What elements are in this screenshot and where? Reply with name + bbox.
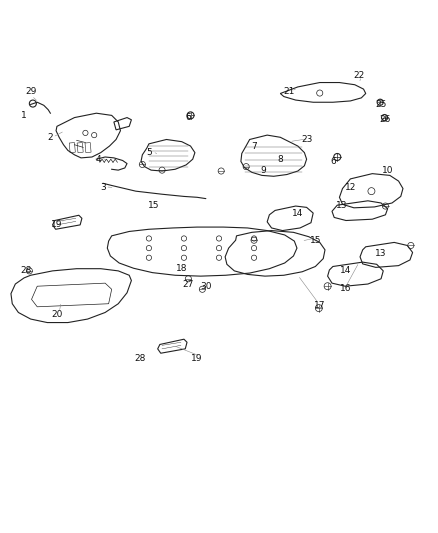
Text: 27: 27 (183, 279, 194, 288)
Text: 4: 4 (96, 155, 101, 164)
Text: 23: 23 (301, 135, 312, 144)
Text: 6: 6 (330, 157, 336, 166)
Text: 20: 20 (51, 310, 63, 319)
Text: 10: 10 (382, 166, 393, 175)
Text: 9: 9 (260, 166, 266, 175)
Text: 25: 25 (375, 100, 387, 109)
Text: 17: 17 (314, 302, 325, 310)
Text: 3: 3 (100, 183, 106, 192)
Text: 14: 14 (340, 266, 352, 276)
Text: 21: 21 (283, 87, 295, 96)
Text: 26: 26 (380, 115, 391, 124)
Bar (69, 142, 75, 152)
Text: 28: 28 (134, 354, 146, 363)
Text: 15: 15 (148, 201, 159, 209)
Text: 30: 30 (200, 282, 212, 290)
Text: 14: 14 (292, 209, 304, 219)
Text: 13: 13 (375, 249, 387, 258)
Text: 8: 8 (277, 155, 283, 164)
Text: 22: 22 (353, 71, 365, 80)
Bar (77, 142, 83, 152)
Bar (85, 142, 91, 152)
Text: 1: 1 (21, 111, 27, 120)
Text: 7: 7 (251, 142, 257, 150)
Text: 5: 5 (146, 148, 152, 157)
Text: 19: 19 (51, 220, 63, 229)
Text: 12: 12 (345, 183, 356, 192)
Text: 15: 15 (310, 236, 321, 245)
Text: 13: 13 (336, 201, 347, 209)
Text: 16: 16 (340, 284, 352, 293)
Text: 19: 19 (191, 354, 203, 363)
Text: 2: 2 (48, 133, 53, 142)
Text: 28: 28 (21, 266, 32, 276)
Text: 6: 6 (185, 113, 191, 122)
Text: 18: 18 (176, 264, 187, 273)
Text: 29: 29 (25, 87, 36, 96)
